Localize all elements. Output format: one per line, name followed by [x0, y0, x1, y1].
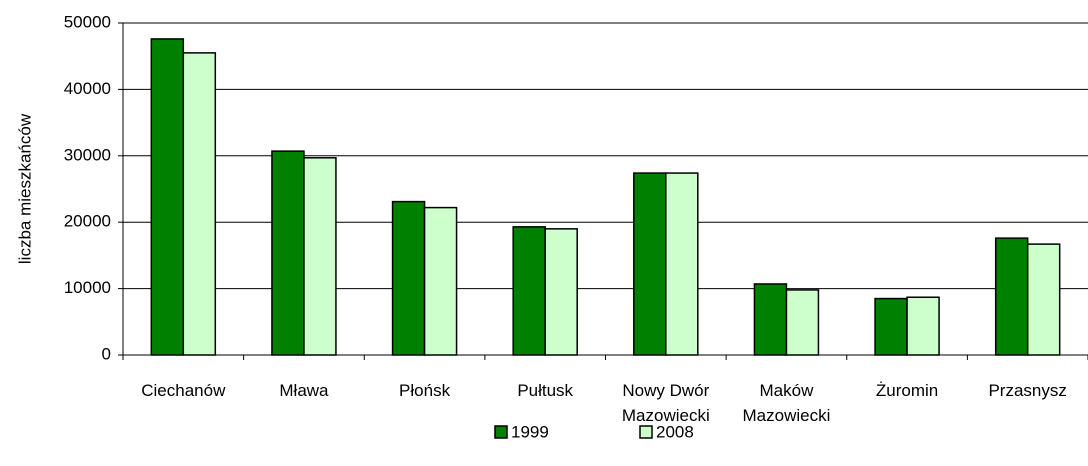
bar	[544, 228, 578, 356]
legend-swatch	[639, 425, 653, 439]
bar	[182, 52, 217, 356]
x-tick-label: Maków Mazowiecki	[742, 381, 831, 425]
bar	[150, 38, 185, 356]
x-tick-label: Ciechanów	[141, 381, 226, 400]
x-tick-label: Płońsk	[399, 381, 451, 400]
x-tick-label: Nowy Dwór Mazowiecki	[621, 381, 710, 425]
bar	[753, 283, 788, 356]
bar	[271, 150, 305, 356]
x-tick-label: Mława	[279, 381, 329, 400]
y-tick-label: 50000	[64, 12, 111, 31]
bar	[303, 157, 337, 356]
bar	[874, 297, 908, 356]
bar	[1026, 243, 1061, 356]
y-tick-label: 40000	[64, 79, 111, 98]
y-tick-label: 10000	[64, 278, 111, 297]
x-tick-label: Pułtusk	[517, 381, 574, 400]
y-axis-label: liczba mieszkańców	[15, 113, 34, 264]
x-tick-label: Żuromin	[875, 381, 939, 400]
bar	[391, 200, 426, 356]
legend-label: 1999	[511, 422, 549, 441]
bar	[633, 172, 667, 356]
bar	[994, 237, 1029, 356]
y-tick-label: 30000	[64, 145, 111, 164]
bar	[512, 226, 546, 356]
bar	[785, 289, 820, 356]
x-tick-label: Przasnysz	[988, 381, 1067, 400]
legend-swatch	[494, 425, 508, 439]
bar	[906, 296, 940, 356]
bar	[423, 206, 458, 356]
legend-label: 2008	[656, 422, 694, 441]
y-tick-label: 0	[102, 344, 111, 363]
y-tick-label: 20000	[64, 212, 111, 231]
bar	[665, 172, 699, 356]
